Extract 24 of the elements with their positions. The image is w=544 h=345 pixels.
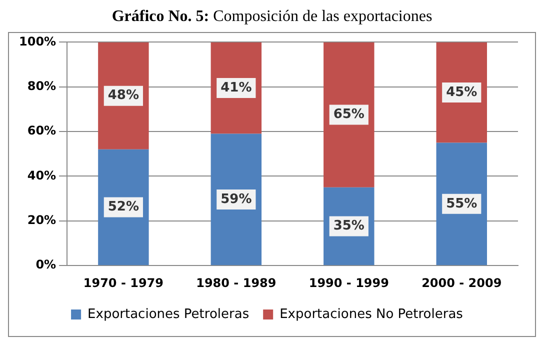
data-label: 35%: [333, 218, 364, 234]
data-label: 65%: [333, 107, 364, 122]
bar: [436, 142, 487, 266]
x-tick-label: 1990 - 1999: [308, 276, 389, 290]
chart-title: Gráfico No. 5: Composición de las exportaciones: [110, 8, 434, 27]
data-label: 45%: [446, 84, 478, 100]
data-label: 55%: [446, 196, 478, 212]
x-tick-label: 1980 - 1989: [196, 276, 276, 290]
x-tick-label: 1970 - 1979: [83, 276, 164, 290]
y-tick-label: 0%: [36, 258, 56, 272]
data-label: 41%: [220, 80, 252, 96]
y-tick-label: 80%: [27, 79, 56, 94]
bar: [324, 42, 374, 188]
legend-label: Exportaciones Petroleras: [88, 306, 250, 322]
data-label: 52%: [108, 200, 139, 215]
data-label: 59%: [220, 192, 252, 207]
bar: [210, 134, 262, 266]
legend-label: Exportaciones No Petroleras: [280, 306, 464, 322]
y-tick-label: 100%: [18, 34, 56, 48]
y-tick-label: 20%: [27, 213, 56, 228]
y-tick-label: 40%: [27, 168, 56, 182]
x-tick-label: 2000 - 2009: [422, 276, 502, 290]
y-tick-label: 60%: [27, 124, 56, 138]
data-label: 48%: [108, 88, 139, 104]
